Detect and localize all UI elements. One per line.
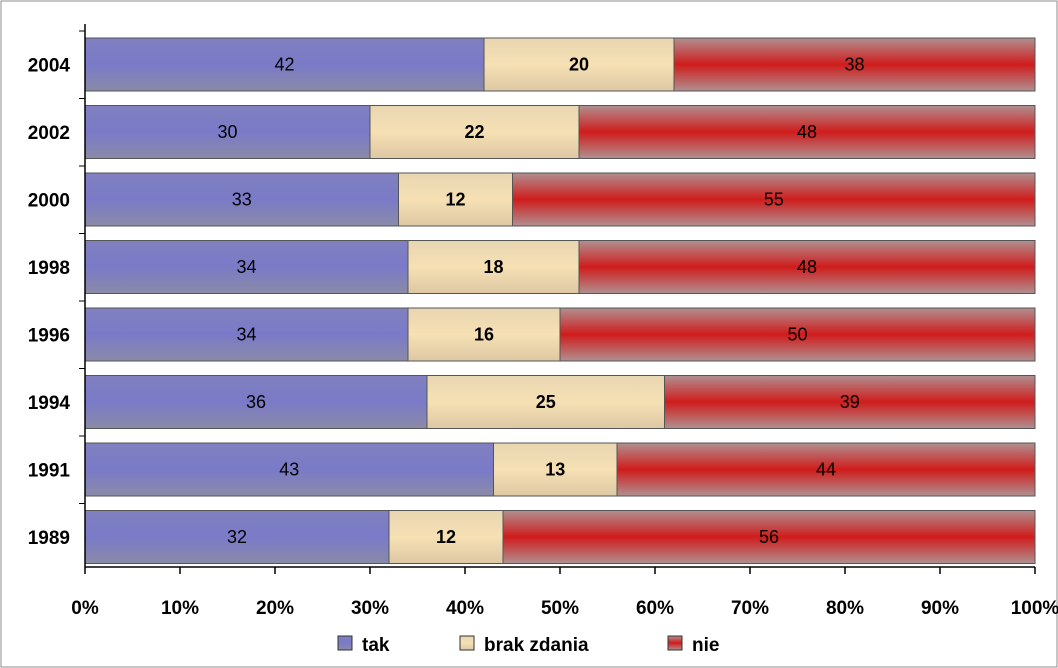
legend-swatch-nie [667, 635, 683, 651]
legend-label-brak-zdania: brak zdania [484, 635, 589, 656]
bar-segment [407, 240, 580, 294]
legend: tak brak zdania nie [337, 635, 719, 656]
data-label: 16 [474, 325, 494, 345]
x-tick-label: 60% [636, 598, 674, 619]
bar-segment [616, 442, 1036, 497]
data-label: 20 [569, 55, 589, 75]
data-label: 33 [232, 190, 252, 210]
bar-segment [84, 172, 399, 227]
x-tick-label: 10% [161, 598, 199, 619]
data-label: 38 [844, 55, 864, 75]
data-label: 12 [445, 190, 465, 210]
y-tick-label: 2004 [28, 56, 71, 77]
data-label: 22 [464, 122, 484, 142]
bar-segment [84, 510, 390, 564]
data-label: 34 [236, 325, 256, 345]
x-tick-label: 70% [731, 598, 769, 619]
y-tick-label: 2000 [28, 191, 70, 212]
data-label: 48 [797, 122, 817, 142]
legend-label-tak: tak [362, 635, 390, 656]
bar-segment [84, 105, 371, 159]
bar-segment [84, 307, 409, 362]
data-label: 25 [536, 392, 556, 412]
data-label: 30 [217, 122, 237, 142]
data-label: 13 [545, 460, 565, 480]
x-tick-label: 80% [826, 598, 864, 619]
data-label: 42 [274, 55, 294, 75]
bar-segment [388, 510, 504, 564]
data-label: 12 [436, 527, 456, 547]
bar-segment [398, 172, 513, 227]
plot-area: 42 20 38 2004 30 22 48 2002 33 12 55 2000 34 18 48 1998… [28, 24, 1058, 619]
data-label: 39 [840, 392, 860, 412]
bar-segment [512, 172, 1036, 227]
data-label: 48 [797, 257, 817, 277]
bar-segment [84, 442, 494, 497]
data-label: 43 [279, 460, 299, 480]
bar-segment [407, 307, 561, 362]
y-tick-label: 1998 [28, 258, 70, 279]
bar-segment [426, 375, 665, 429]
legend-swatch-tak [337, 635, 353, 651]
bar-segment [664, 375, 1036, 429]
data-label: 32 [227, 527, 247, 547]
data-label: 50 [787, 325, 807, 345]
y-tick-label: 1991 [28, 461, 71, 482]
bar-segment [578, 105, 1036, 159]
data-label: 56 [759, 527, 779, 547]
x-tick-label: 100% [1011, 598, 1058, 619]
x-tick-label: 20% [256, 598, 294, 619]
x-tick-label: 0% [71, 598, 99, 619]
bar-segment [369, 105, 580, 159]
y-tick-label: 2002 [28, 123, 70, 144]
bar-segment [502, 510, 1036, 564]
bar-segment [673, 37, 1036, 92]
legend-label-nie: nie [692, 635, 719, 656]
x-tick-label: 30% [351, 598, 389, 619]
x-tick-label: 90% [921, 598, 959, 619]
bar-segment [493, 442, 618, 497]
bar-segment [84, 37, 485, 92]
bar-segment [559, 307, 1036, 362]
data-label: 55 [764, 190, 784, 210]
y-tick-label: 1996 [28, 326, 70, 347]
legend-swatch-brak-zdania [459, 635, 475, 651]
data-label: 44 [816, 460, 836, 480]
x-tick-label: 40% [446, 598, 484, 619]
data-label: 34 [236, 257, 256, 277]
data-label: 36 [246, 392, 266, 412]
x-tick-label: 50% [541, 598, 579, 619]
bar-segment [578, 240, 1036, 294]
y-tick-label: 1994 [28, 393, 71, 414]
y-tick-label: 1989 [28, 528, 70, 549]
data-label: 18 [483, 257, 503, 277]
bar-segment [483, 37, 675, 92]
